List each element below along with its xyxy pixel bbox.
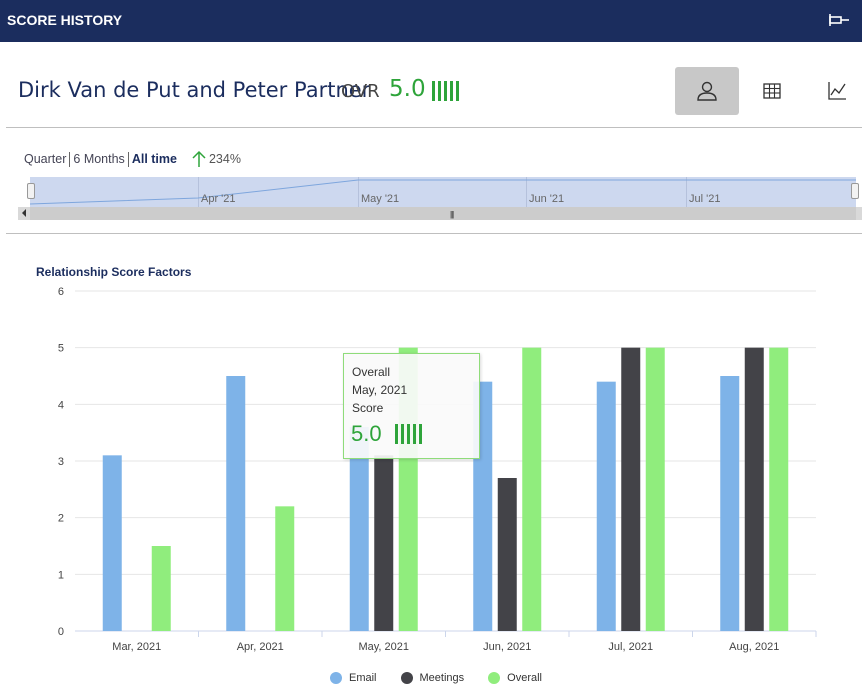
scroll-left-icon[interactable] — [22, 209, 26, 217]
chart-title: Relationship Score Factors — [36, 265, 192, 279]
bar-chart: 0 1 2 3 4 5 6 Mar, 2021 Apr, 2021 May, 2021 Jun, 2… — [58, 286, 817, 653]
y-tick-label: 3 — [58, 456, 64, 468]
x-tick-label: Apr, 2021 — [237, 641, 284, 653]
legend-item-meetings[interactable]: Meetings — [400, 672, 465, 684]
timeline-navigator[interactable]: Apr '21 May '21 Jun '21 Jul '21 ||| — [18, 177, 862, 221]
arrow-up-icon — [192, 150, 206, 167]
navigator-label: Jul '21 — [689, 193, 721, 205]
bar-meetings[interactable] — [374, 455, 394, 631]
tooltip-month: May, 2021 — [352, 383, 408, 397]
table-view-icon — [763, 83, 781, 99]
chart-view-icon — [828, 82, 846, 100]
bar-overall[interactable] — [275, 506, 295, 631]
chart-view-button[interactable] — [805, 67, 862, 115]
window-title: SCORE HISTORY — [7, 12, 123, 28]
table-view-button[interactable] — [740, 67, 804, 115]
range-selector: Quarter 6 Months All time 234% — [24, 150, 241, 168]
score-bars-icon — [395, 424, 422, 444]
bar-email[interactable] — [596, 381, 616, 631]
bar-email[interactable] — [226, 376, 246, 631]
range-all-time[interactable]: All time — [131, 152, 177, 166]
navigator-scrollbar[interactable]: ||| — [18, 207, 862, 220]
navigator-right-handle[interactable] — [851, 183, 859, 199]
legend-item-email[interactable]: Email — [330, 672, 377, 684]
trend-indicator: 234% — [192, 150, 241, 168]
chart-tooltip: Overall May, 2021 Score 5.0 — [343, 353, 480, 459]
navigator-divider — [6, 233, 862, 234]
grip-icon: ||| — [450, 210, 454, 219]
navigator-range[interactable]: Apr '21 May '21 Jun '21 Jul '21 — [30, 177, 856, 207]
header-divider — [6, 127, 862, 128]
score-bars-icon — [432, 81, 459, 101]
bar-overall[interactable] — [522, 347, 542, 631]
navigator-label: Apr '21 — [201, 193, 236, 205]
navigator-label: May '21 — [361, 193, 400, 205]
bar-meetings[interactable] — [497, 478, 517, 631]
y-tick-label: 6 — [58, 286, 64, 298]
y-tick-label: 5 — [58, 343, 64, 355]
bar-overall[interactable] — [151, 546, 171, 631]
relationship-name: Dirk Van de Put and Peter Partner — [18, 78, 371, 102]
y-tick-label: 0 — [58, 626, 64, 638]
range-6-months[interactable]: 6 Months — [73, 152, 125, 166]
bar-meetings[interactable] — [621, 347, 641, 631]
person-view-icon — [697, 81, 717, 101]
overall-swatch-icon — [488, 672, 501, 684]
legend-label: Meetings — [419, 672, 465, 684]
tooltip-label: Score — [352, 401, 384, 415]
x-tick-label: Jul, 2021 — [608, 641, 653, 653]
meetings-swatch-icon — [400, 672, 413, 684]
ovr-label: OVR — [341, 81, 380, 102]
x-tick-label: Mar, 2021 — [112, 641, 161, 653]
tooltip-series: Overall — [352, 365, 391, 379]
bar-email[interactable] — [349, 427, 369, 631]
bar-email[interactable] — [102, 455, 122, 631]
legend-item-overall[interactable]: Overall — [488, 672, 542, 684]
y-tick-label: 1 — [58, 569, 64, 581]
x-tick-label: Aug, 2021 — [729, 641, 779, 653]
scrollbar-thumb[interactable]: ||| — [30, 207, 856, 220]
bar-overall[interactable] — [645, 347, 665, 631]
y-tick-label: 4 — [58, 399, 64, 411]
navigator-trend-line — [30, 179, 856, 205]
chart-legend: Email Meetings Overall — [330, 672, 542, 684]
pin-icon[interactable] — [828, 12, 850, 28]
y-tick-label: 2 — [58, 513, 64, 525]
x-tick-label: May, 2021 — [358, 641, 409, 653]
bar-meetings[interactable] — [744, 347, 764, 631]
range-quarter[interactable]: Quarter — [24, 152, 67, 166]
navigator-left-handle[interactable] — [27, 183, 35, 199]
bar-overall[interactable] — [769, 347, 789, 631]
person-view-button[interactable] — [675, 67, 739, 115]
email-swatch-icon — [330, 672, 342, 684]
title-bar: SCORE HISTORY — [0, 0, 862, 42]
x-tick-label: Jun, 2021 — [483, 641, 531, 653]
trend-value: 234% — [208, 152, 241, 166]
tooltip-value: 5.0 — [351, 421, 382, 446]
legend-label: Email — [349, 672, 377, 684]
score-header: Dirk Van de Put and Peter Partner OVR 5.… — [0, 42, 862, 128]
bar-email[interactable] — [720, 376, 740, 631]
legend-label: Overall — [507, 672, 542, 684]
overall-score: 5.0 — [389, 76, 426, 102]
navigator-label: Jun '21 — [529, 193, 565, 205]
